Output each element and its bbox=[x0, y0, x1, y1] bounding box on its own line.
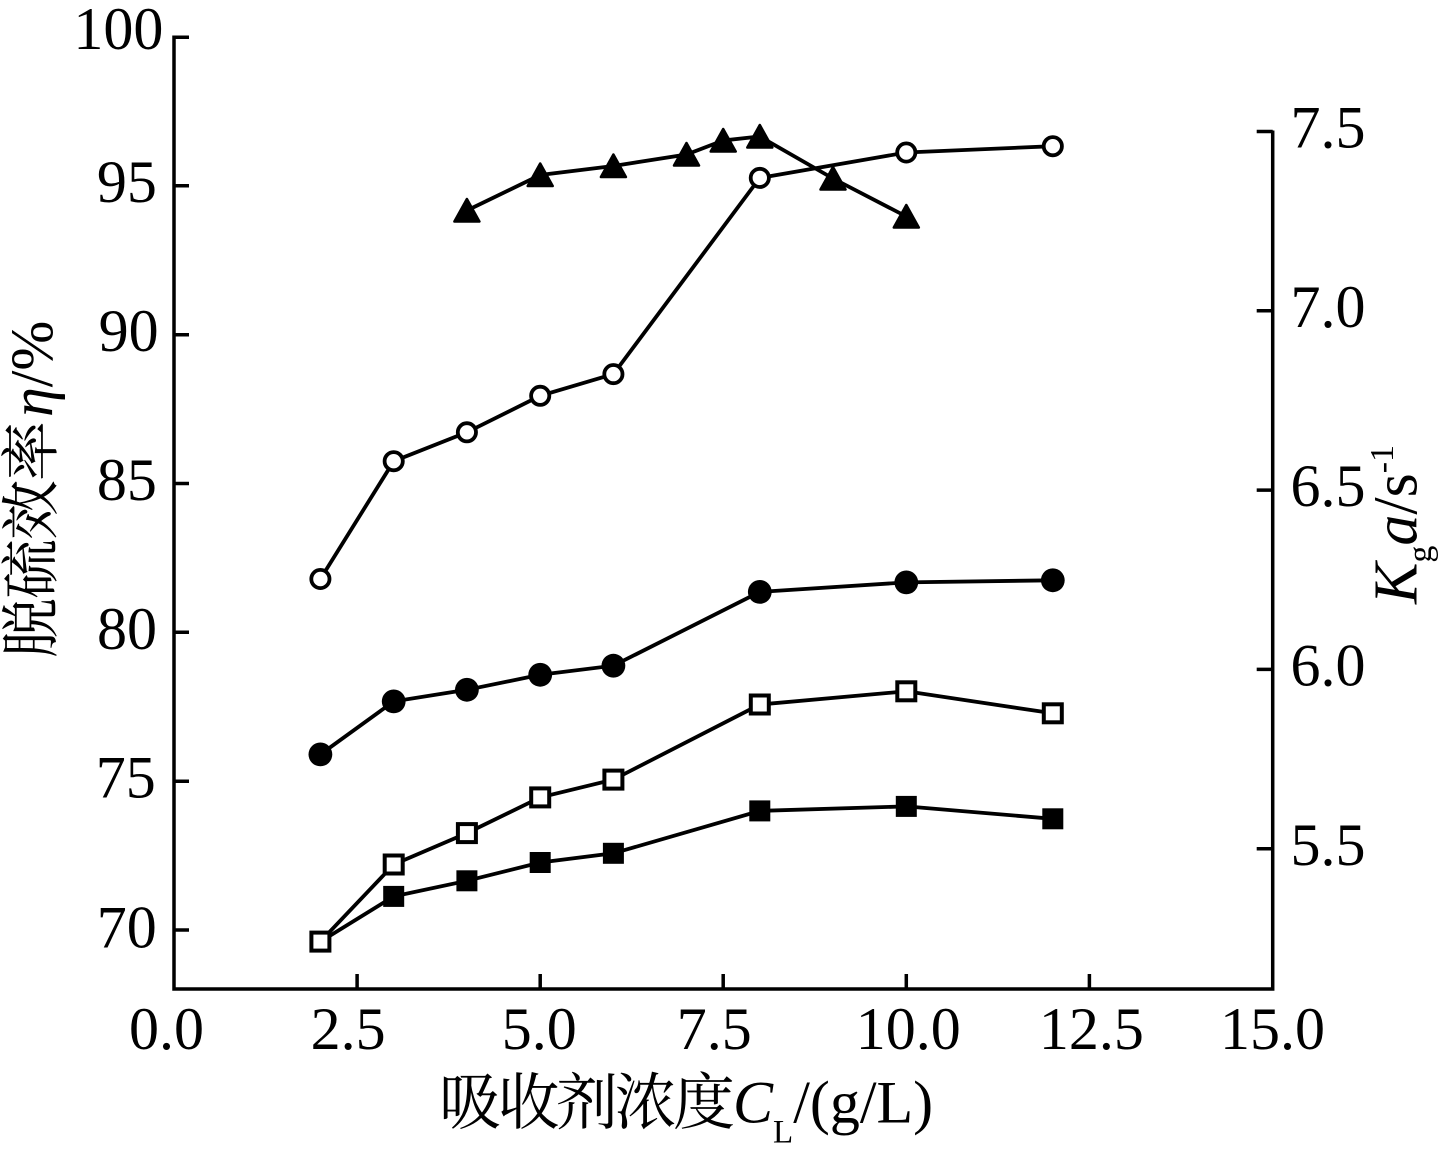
svg-text:CL/(g/L): CL/(g/L) bbox=[733, 1070, 933, 1151]
svg-text:Kga/s-1: Kga/s-1 bbox=[1363, 445, 1440, 605]
svg-text:70: 70 bbox=[97, 894, 157, 960]
svg-text:2.5: 2.5 bbox=[311, 996, 386, 1062]
svg-text:5.5: 5.5 bbox=[1291, 812, 1366, 878]
svg-text:7.5: 7.5 bbox=[1291, 95, 1366, 161]
svg-text:7.5: 7.5 bbox=[677, 996, 752, 1062]
svg-text:0.0: 0.0 bbox=[129, 996, 204, 1062]
svg-text:75: 75 bbox=[96, 745, 156, 811]
svg-text:12.5: 12.5 bbox=[1039, 996, 1144, 1062]
svg-text:80: 80 bbox=[97, 596, 157, 662]
svg-text:10.0: 10.0 bbox=[856, 996, 961, 1062]
svg-text:100: 100 bbox=[73, 0, 163, 62]
svg-text:7.0: 7.0 bbox=[1291, 274, 1366, 340]
svg-text:5.0: 5.0 bbox=[502, 996, 577, 1062]
svg-text:85: 85 bbox=[97, 447, 157, 513]
svg-text:90: 90 bbox=[99, 298, 159, 364]
svg-text:η/%: η/% bbox=[0, 321, 65, 417]
svg-text:15.0: 15.0 bbox=[1220, 996, 1325, 1062]
svg-text:6.5: 6.5 bbox=[1291, 453, 1366, 519]
svg-text:6.0: 6.0 bbox=[1291, 633, 1366, 699]
svg-text:95: 95 bbox=[97, 149, 157, 215]
